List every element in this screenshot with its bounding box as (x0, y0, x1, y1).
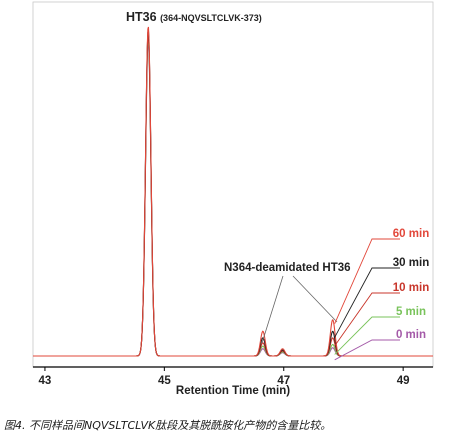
x-axis-label: Retention Time (min) (176, 385, 290, 397)
legend: 60 min 30 min 10 min 5 min 0 min (334, 228, 429, 361)
legend-label: 5 min (396, 306, 426, 318)
x-ticks: 43 45 47 49 (39, 367, 410, 387)
trace-30-min (33, 30, 433, 357)
legend-label: 60 min (393, 228, 429, 240)
x-tick-label: 47 (277, 375, 290, 387)
legend-label: 10 min (393, 282, 429, 294)
chart-title: HT36 (364-NQVSLTCLVK-373) (126, 10, 262, 24)
x-tick-label: 49 (397, 375, 410, 387)
legend-leader-line (334, 292, 400, 347)
annotation-pointer-1 (261, 275, 284, 344)
annotation-label: N364-deamidated HT36 (224, 262, 351, 274)
legend-leader-line (334, 267, 400, 338)
legend-leader-line (334, 238, 400, 324)
legend-leader-line (334, 339, 400, 361)
annotation-pointer-2 (292, 275, 338, 323)
trace-5-min (33, 36, 433, 357)
x-tick-label: 45 (158, 375, 171, 387)
trace-10-min (33, 33, 433, 357)
trace-60-min (33, 26, 433, 357)
legend-leader-line (334, 316, 400, 355)
legend-label: 30 min (393, 257, 429, 269)
trace-group (33, 26, 433, 357)
legend-label: 0 min (396, 329, 426, 341)
figure-caption: 图4. 不同样品间NQVSLTCLVK肽段及其脱酰胺化产物的含量比较。 (4, 419, 332, 432)
trace-0-min (33, 39, 433, 357)
plot-frame (32, 1, 434, 368)
x-tick-label: 43 (39, 375, 52, 387)
